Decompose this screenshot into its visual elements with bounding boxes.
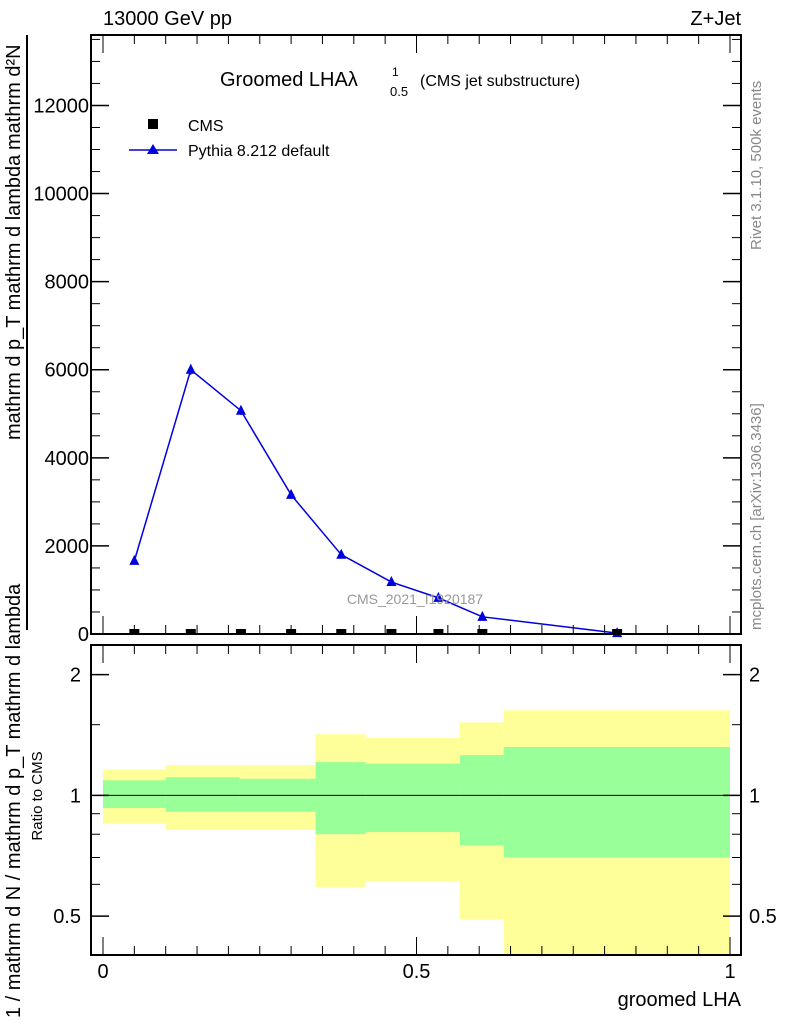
ytick-label: 6000 (45, 360, 90, 382)
main-plot: 0 2000 4000 6000 8000 10000 12000 (33, 34, 742, 646)
ratio-ylabel: Ratio to CMS (29, 751, 46, 840)
pythia-point (477, 610, 488, 621)
pythia-point (286, 488, 297, 499)
legend-cms-marker (148, 119, 158, 129)
green-band-bin (103, 780, 166, 808)
ytick-label: 0 (78, 624, 89, 646)
green-band-bin (165, 777, 240, 812)
rivet-label: Rivet 3.1.10, 500k events (748, 81, 765, 250)
cms-point (477, 629, 488, 635)
main-ylabel: mathrm d²N mathrm d p_T mathrm d lambda … (3, 35, 28, 1018)
green-band-bin (459, 755, 504, 846)
ytick-label: 8000 (45, 272, 90, 294)
cms-point (612, 629, 623, 635)
ylabel-numerator: mathrm d²N (3, 44, 25, 150)
cms-point (336, 629, 347, 635)
header-right: Z+Jet (690, 8, 741, 30)
ratio-ytick-label-right: 2 (749, 665, 760, 687)
ratio-ytick-label-right: 1 (749, 785, 760, 807)
header-left: 13000 GeV pp (103, 8, 232, 30)
ratio-xlabel: groomed LHA (618, 989, 742, 1011)
ratio-ytick-label-right: 0.5 (749, 906, 777, 928)
green-band-bin (503, 746, 730, 858)
pythia-point (235, 404, 246, 415)
cms-point (185, 629, 196, 635)
ratio-xtick-label: 1 (724, 961, 735, 983)
ratio-ytick-label: 1 (70, 785, 81, 807)
title-sub: 0.5 (390, 84, 408, 99)
green-band-bin (365, 763, 460, 833)
ylabel-denominator: mathrm d p_T mathrm d lambda (3, 154, 25, 440)
legend-cms-label: CMS (188, 118, 224, 135)
ratio-ytick-label: 0.5 (53, 906, 81, 928)
cms-point (235, 629, 246, 635)
chart-title: Groomed LHAλ (220, 69, 358, 91)
green-band-bin (315, 762, 366, 835)
ytick-label: 4000 (45, 448, 90, 470)
ytick-label: 12000 (33, 95, 89, 117)
cms-point (129, 629, 140, 635)
watermark: CMS_2021_I1920187 (347, 591, 483, 607)
legend-pythia-label: Pythia 8.212 default (188, 143, 330, 160)
title-sup: 1 (392, 65, 399, 79)
ratio-plot: 0.5 0.5 1 1 2 2 0 0.5 1 (53, 644, 777, 983)
cms-point (433, 629, 444, 635)
pythia-point (336, 548, 347, 559)
mcplots-label: mcplots.cern.ch [arXiv:1306.3436] (748, 403, 765, 630)
ytick-label: 2000 (45, 536, 90, 558)
legend-pythia-marker (147, 144, 159, 154)
title-suffix: (CMS jet substructure) (420, 73, 580, 90)
cms-point (386, 629, 397, 635)
pythia-point (185, 363, 196, 374)
ratio-xtick-label: 0.5 (403, 961, 431, 983)
cms-point (286, 629, 297, 635)
ytick-label: 10000 (33, 184, 89, 206)
pythia-point (433, 591, 444, 602)
ratio-xtick-label: 0 (97, 961, 108, 983)
ratio-ytick-label: 2 (70, 665, 81, 687)
pythia-point (129, 554, 140, 565)
ylabel-overlay: 1 / mathrm d N / mathrm d p_T mathrm d l… (3, 583, 25, 1018)
pythia-point (386, 576, 397, 587)
